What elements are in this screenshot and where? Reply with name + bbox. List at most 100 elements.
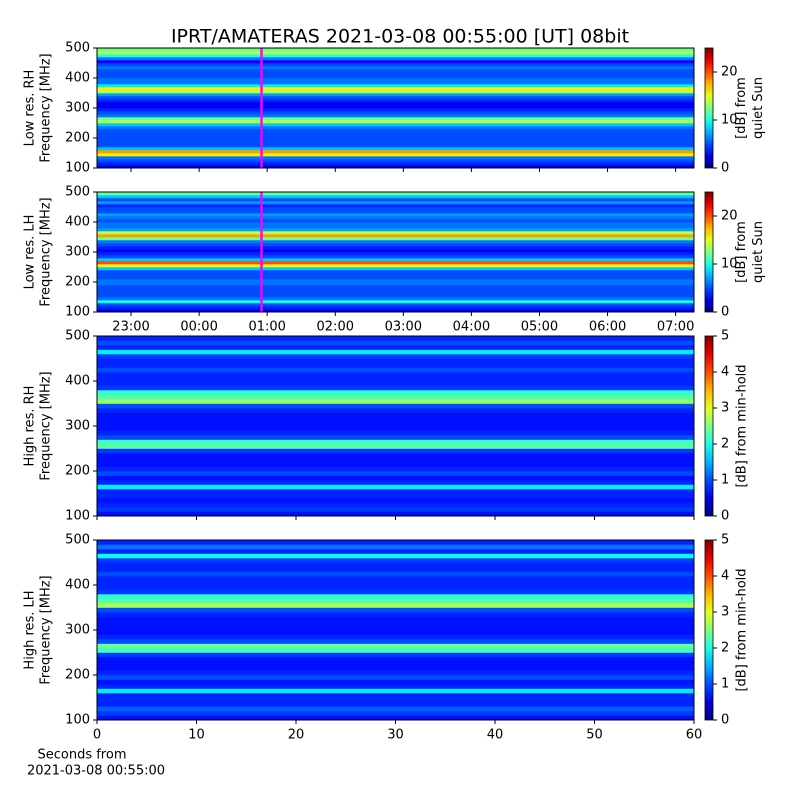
frequency-band bbox=[97, 132, 694, 136]
frequency-band bbox=[97, 376, 694, 382]
frequency-band bbox=[97, 165, 694, 169]
frequency-band bbox=[97, 63, 694, 67]
frequency-band bbox=[97, 381, 694, 386]
x-tick-label: 23:00 bbox=[112, 320, 149, 335]
frequency-band bbox=[97, 354, 694, 359]
y-tick-label: 100 bbox=[65, 161, 90, 176]
frequency-band bbox=[97, 201, 694, 205]
frequency-band bbox=[97, 93, 694, 97]
frequency-band bbox=[97, 471, 694, 476]
frequency-band bbox=[97, 498, 694, 503]
frequency-band bbox=[97, 553, 694, 559]
frequency-band bbox=[97, 549, 694, 554]
frequency-band bbox=[97, 225, 694, 229]
frequency-band bbox=[97, 711, 694, 716]
colorbar-tick-label: 2 bbox=[721, 437, 729, 452]
frequency-band bbox=[97, 294, 694, 298]
frequency-band bbox=[97, 345, 694, 350]
frequency-band bbox=[97, 309, 694, 313]
x-axis-label: 2021-03-08 00:55:00 bbox=[27, 764, 165, 779]
colorbar-tick-label: 4 bbox=[721, 365, 729, 380]
frequency-band bbox=[97, 639, 694, 644]
colorbar bbox=[704, 191, 714, 313]
colorbar-tick-label: 5 bbox=[721, 329, 729, 344]
frequency-band bbox=[97, 69, 694, 73]
y-tick-label: 500 bbox=[65, 329, 90, 344]
frequency-band bbox=[97, 246, 694, 250]
frequency-band bbox=[97, 493, 694, 499]
frequency-band bbox=[97, 489, 694, 494]
frequency-band bbox=[97, 435, 694, 440]
frequency-band bbox=[97, 715, 694, 721]
frequency-band bbox=[97, 484, 694, 490]
y-tick-label: 200 bbox=[65, 131, 90, 146]
frequency-band bbox=[97, 657, 694, 662]
y-axis-label: High res. RH bbox=[23, 386, 38, 467]
frequency-band bbox=[97, 349, 694, 355]
frequency-band bbox=[97, 426, 694, 431]
x-tick-label: 10 bbox=[188, 728, 205, 743]
x-tick-label: 60 bbox=[686, 728, 703, 743]
figure-title: IPRT/AMATERAS 2021-03-08 00:55:00 [UT] 0… bbox=[171, 26, 629, 48]
y-axis-label: Low res. RH bbox=[23, 70, 38, 147]
y-tick-label: 300 bbox=[65, 101, 90, 116]
frequency-band bbox=[97, 444, 694, 449]
frequency-band bbox=[97, 240, 694, 244]
x-tick-label: 03:00 bbox=[385, 320, 422, 335]
colorbar-label: [dB] from bbox=[734, 221, 749, 283]
frequency-band bbox=[97, 258, 694, 262]
frequency-band bbox=[97, 300, 694, 304]
frequency-band bbox=[97, 466, 694, 472]
colorbar-tick-label: 10 bbox=[721, 113, 738, 128]
y-axis-label: Frequency [MHz] bbox=[39, 53, 54, 162]
frequency-band bbox=[97, 625, 694, 631]
frequency-band bbox=[97, 288, 694, 292]
frequency-band bbox=[97, 430, 694, 436]
frequency-band bbox=[97, 453, 694, 458]
colorbar-label: [dB] from min-hold bbox=[735, 364, 750, 487]
frequency-band bbox=[97, 297, 694, 301]
frequency-band bbox=[97, 228, 694, 232]
frequency-band bbox=[97, 231, 694, 235]
frequency-band bbox=[97, 475, 694, 481]
frequency-band bbox=[97, 594, 694, 599]
x-tick-label: 40 bbox=[487, 728, 504, 743]
y-tick-label: 400 bbox=[65, 578, 90, 593]
y-tick-label: 300 bbox=[65, 245, 90, 260]
colorbar-tick-label: 10 bbox=[721, 257, 738, 272]
frequency-band bbox=[97, 111, 694, 115]
x-tick-label: 50 bbox=[586, 728, 603, 743]
frequency-band bbox=[97, 544, 694, 550]
frequency-band bbox=[97, 198, 694, 202]
frequency-band bbox=[97, 210, 694, 214]
frequency-band bbox=[97, 567, 694, 572]
frequency-band bbox=[97, 141, 694, 145]
frequency-band bbox=[97, 540, 694, 545]
frequency-band bbox=[97, 243, 694, 247]
y-tick-label: 200 bbox=[65, 668, 90, 683]
colorbar bbox=[704, 47, 714, 169]
frequency-band bbox=[97, 162, 694, 166]
y-tick-label: 300 bbox=[65, 623, 90, 638]
frequency-band bbox=[97, 643, 694, 649]
x-tick-label: 07:00 bbox=[657, 320, 694, 335]
frequency-band bbox=[97, 54, 694, 58]
frequency-band bbox=[97, 75, 694, 79]
frequency-band bbox=[97, 607, 694, 613]
frequency-band bbox=[97, 126, 694, 130]
frequency-band bbox=[97, 72, 694, 76]
x-tick-label: 00:00 bbox=[180, 320, 217, 335]
x-tick-label: 30 bbox=[387, 728, 404, 743]
frequency-band bbox=[97, 159, 694, 163]
frequency-band bbox=[97, 417, 694, 422]
colorbar bbox=[704, 335, 714, 517]
frequency-band bbox=[97, 616, 694, 622]
frequency-band bbox=[97, 204, 694, 208]
colorbar-label: [dB] from min-hold bbox=[735, 568, 750, 691]
frequency-band bbox=[97, 448, 694, 454]
frequency-band bbox=[97, 216, 694, 220]
colorbar-tick-label: 0 bbox=[721, 305, 729, 320]
frequency-band bbox=[97, 237, 694, 241]
y-tick-label: 300 bbox=[65, 419, 90, 434]
